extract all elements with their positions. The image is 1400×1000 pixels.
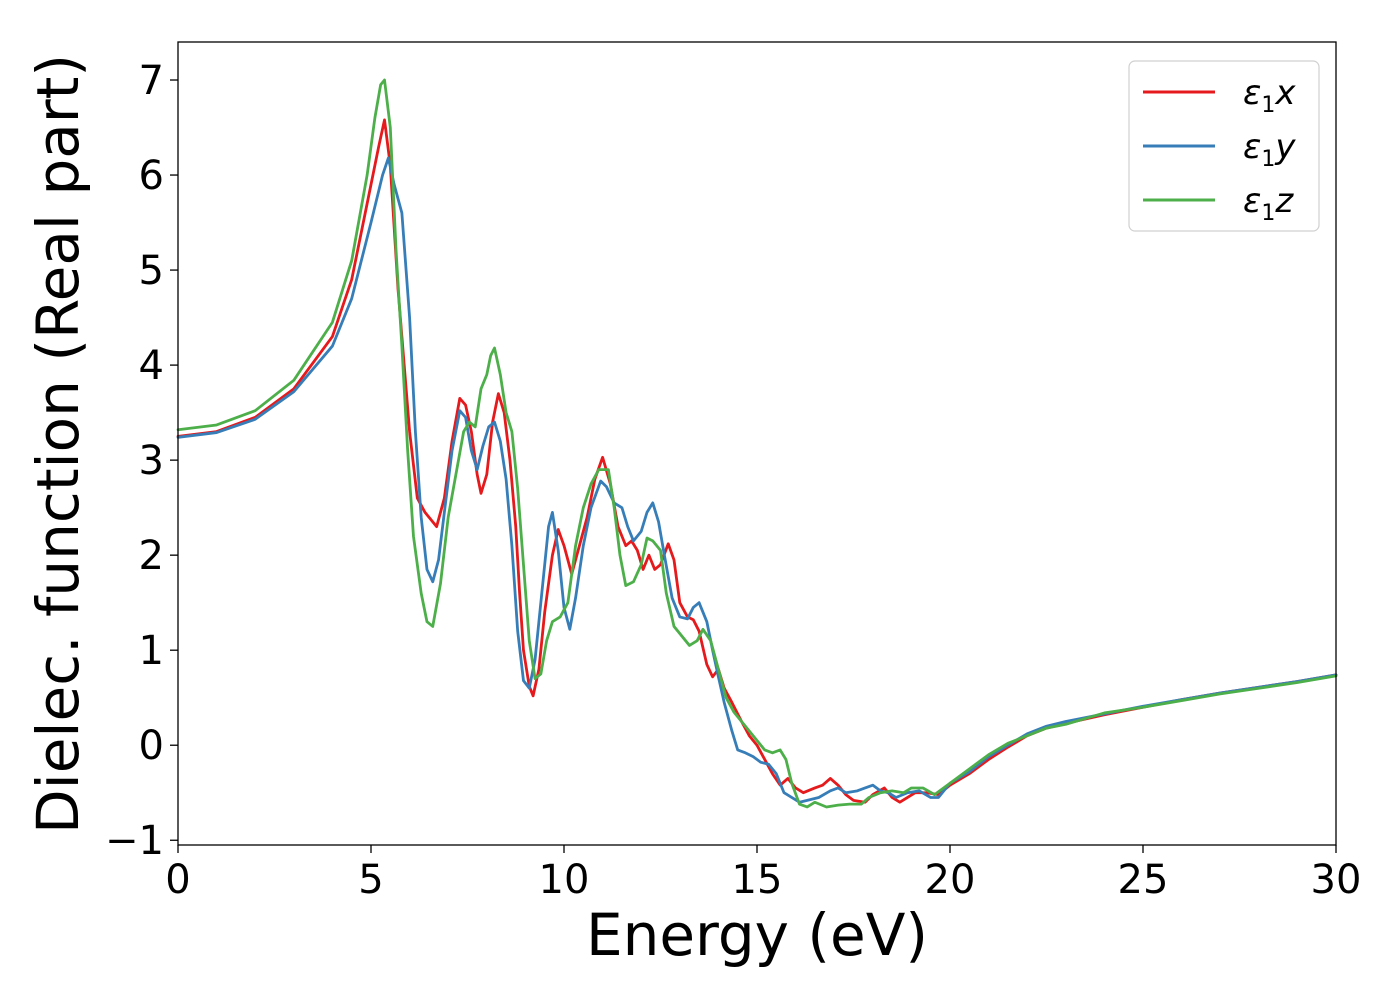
y-tick-label: 2	[139, 533, 164, 579]
legend-label-y: ε1y	[1243, 127, 1296, 172]
legend-subscript: 1	[1261, 93, 1275, 118]
legend-label-z: ε1z	[1243, 181, 1294, 226]
x-tick-label: 25	[1118, 857, 1169, 903]
series-line-y	[176, 156, 1338, 804]
legend-component: z	[1274, 181, 1294, 221]
y-tick-label: 1	[139, 628, 164, 674]
x-tick-label: 0	[165, 857, 190, 903]
series-line-z	[176, 78, 1338, 809]
y-tick-label: 4	[139, 343, 164, 389]
x-tick-label: 15	[732, 857, 783, 903]
series-lines	[176, 78, 1338, 809]
y-tick-label: 7	[139, 58, 164, 104]
y-tick-label: 6	[139, 153, 164, 199]
x-tick-label: 10	[539, 857, 590, 903]
y-tick-label: 3	[139, 438, 164, 484]
y-tick-label: 5	[139, 248, 164, 294]
x-tick-label: 30	[1311, 857, 1362, 903]
y-axis-ticks: −1 0 1 2 3 4 5 6 7	[105, 58, 178, 864]
legend-label-x: ε1x	[1243, 73, 1296, 118]
x-axis-title: Energy (eV)	[586, 901, 928, 969]
legend-symbol: ε	[1243, 73, 1261, 113]
legend-subscript: 1	[1261, 147, 1275, 172]
legend-box	[1128, 60, 1320, 232]
x-tick-label: 5	[358, 857, 383, 903]
legend-symbol: ε	[1243, 181, 1261, 221]
legend-subscript: 1	[1261, 201, 1275, 226]
y-tick-label: 0	[139, 723, 164, 769]
legend-component: x	[1274, 73, 1296, 113]
y-axis-title: Dielec. function (Real part)	[24, 54, 92, 834]
legend-symbol: ε	[1243, 127, 1261, 167]
legend-component: y	[1274, 127, 1296, 167]
x-axis-ticks: 0 5 10 15 20 25 30	[165, 845, 1361, 903]
y-tick-label: −1	[105, 818, 164, 864]
x-tick-label: 20	[925, 857, 976, 903]
